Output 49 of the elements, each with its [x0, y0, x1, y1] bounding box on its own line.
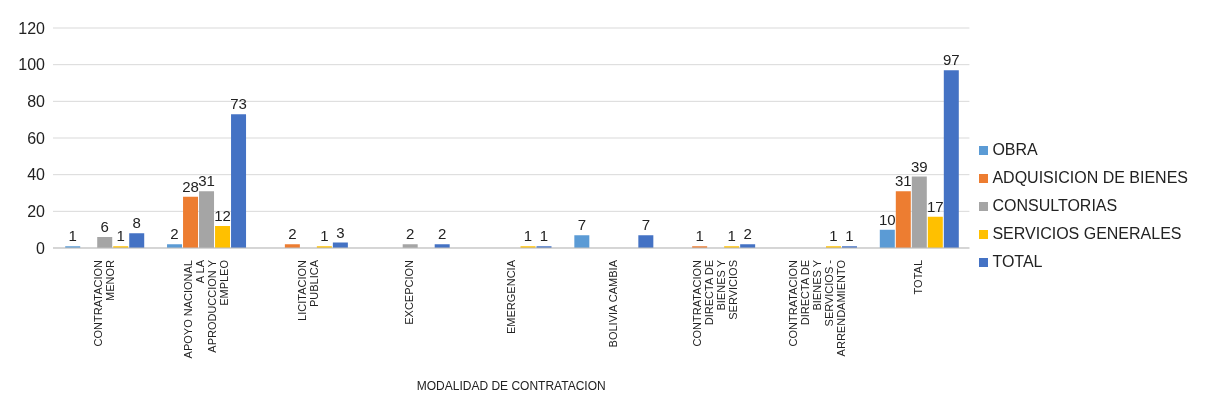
data-label: 8: [132, 214, 141, 232]
y-tick-label: 80: [27, 93, 46, 111]
legend-label: OBRA: [992, 140, 1038, 158]
data-label: 3: [336, 223, 345, 241]
data-label: 39: [910, 157, 928, 175]
x-tick-label: TOTAL: [912, 260, 925, 295]
data-label: 1: [539, 227, 549, 245]
x-tick-label: EXCEPCION: [403, 259, 416, 325]
data-label: 1: [116, 227, 125, 245]
data-label: 7: [577, 216, 587, 234]
data-label: 31: [894, 172, 912, 190]
data-label: 1: [320, 227, 329, 245]
x-tick-label: CONTRATACION MENOR: [91, 259, 116, 347]
x-tick-label: EMERGENCIA: [505, 259, 518, 334]
x-tick-label: CONTRATACION DIRECTA DE BIENES Y SERVICIOS: [690, 259, 739, 347]
data-label: 31: [198, 172, 215, 190]
y-tick-label: 60: [27, 129, 46, 147]
legend-label: SERVICIOS GENERALES: [992, 224, 1182, 242]
legend-label: CONSULTORIAS: [992, 196, 1118, 214]
data-label: 6: [100, 218, 109, 235]
data-label: 12: [214, 207, 231, 224]
y-tick-label: 100: [18, 56, 46, 74]
data-label: 2: [170, 225, 179, 243]
data-label: 2: [406, 225, 415, 243]
data-label: 1: [695, 227, 704, 245]
y-tick-label: 0: [36, 239, 46, 257]
y-tick-label: 120: [18, 19, 46, 37]
data-label: 1: [829, 227, 838, 245]
data-label: 7: [641, 216, 651, 234]
data-label: 2: [743, 225, 752, 243]
data-label: 10: [878, 210, 896, 228]
data-label: 2: [288, 225, 297, 243]
data-label: 1: [523, 227, 533, 245]
y-tick-label: 40: [27, 166, 46, 184]
legend-label: ADQUISICION DE BIENES: [992, 168, 1188, 186]
data-label: 1: [727, 227, 736, 245]
x-tick-label: LICITACION PUBLICA: [295, 259, 320, 321]
x-axis-title: MODALIDAD DE CONTRATACION: [416, 379, 606, 393]
data-label: 1: [845, 227, 854, 245]
y-tick-label: 20: [27, 203, 46, 221]
x-tick-label: APOYO NACIONAL A LA APRODUCCION Y EMPLEO: [181, 259, 230, 359]
data-label: 73: [230, 95, 247, 113]
data-label: 17: [926, 197, 944, 215]
data-label: 2: [438, 225, 447, 243]
x-tick-label: CONTRATACION DIRECTA DE BIENES Y SERVICIOS - ARRENDAMIENTO: [786, 259, 847, 357]
data-label: 1: [68, 227, 77, 245]
x-tick-label: BOLIVIA CAMBIA: [607, 259, 620, 348]
data-label: 97: [942, 51, 960, 69]
data-label: 28: [182, 177, 199, 195]
